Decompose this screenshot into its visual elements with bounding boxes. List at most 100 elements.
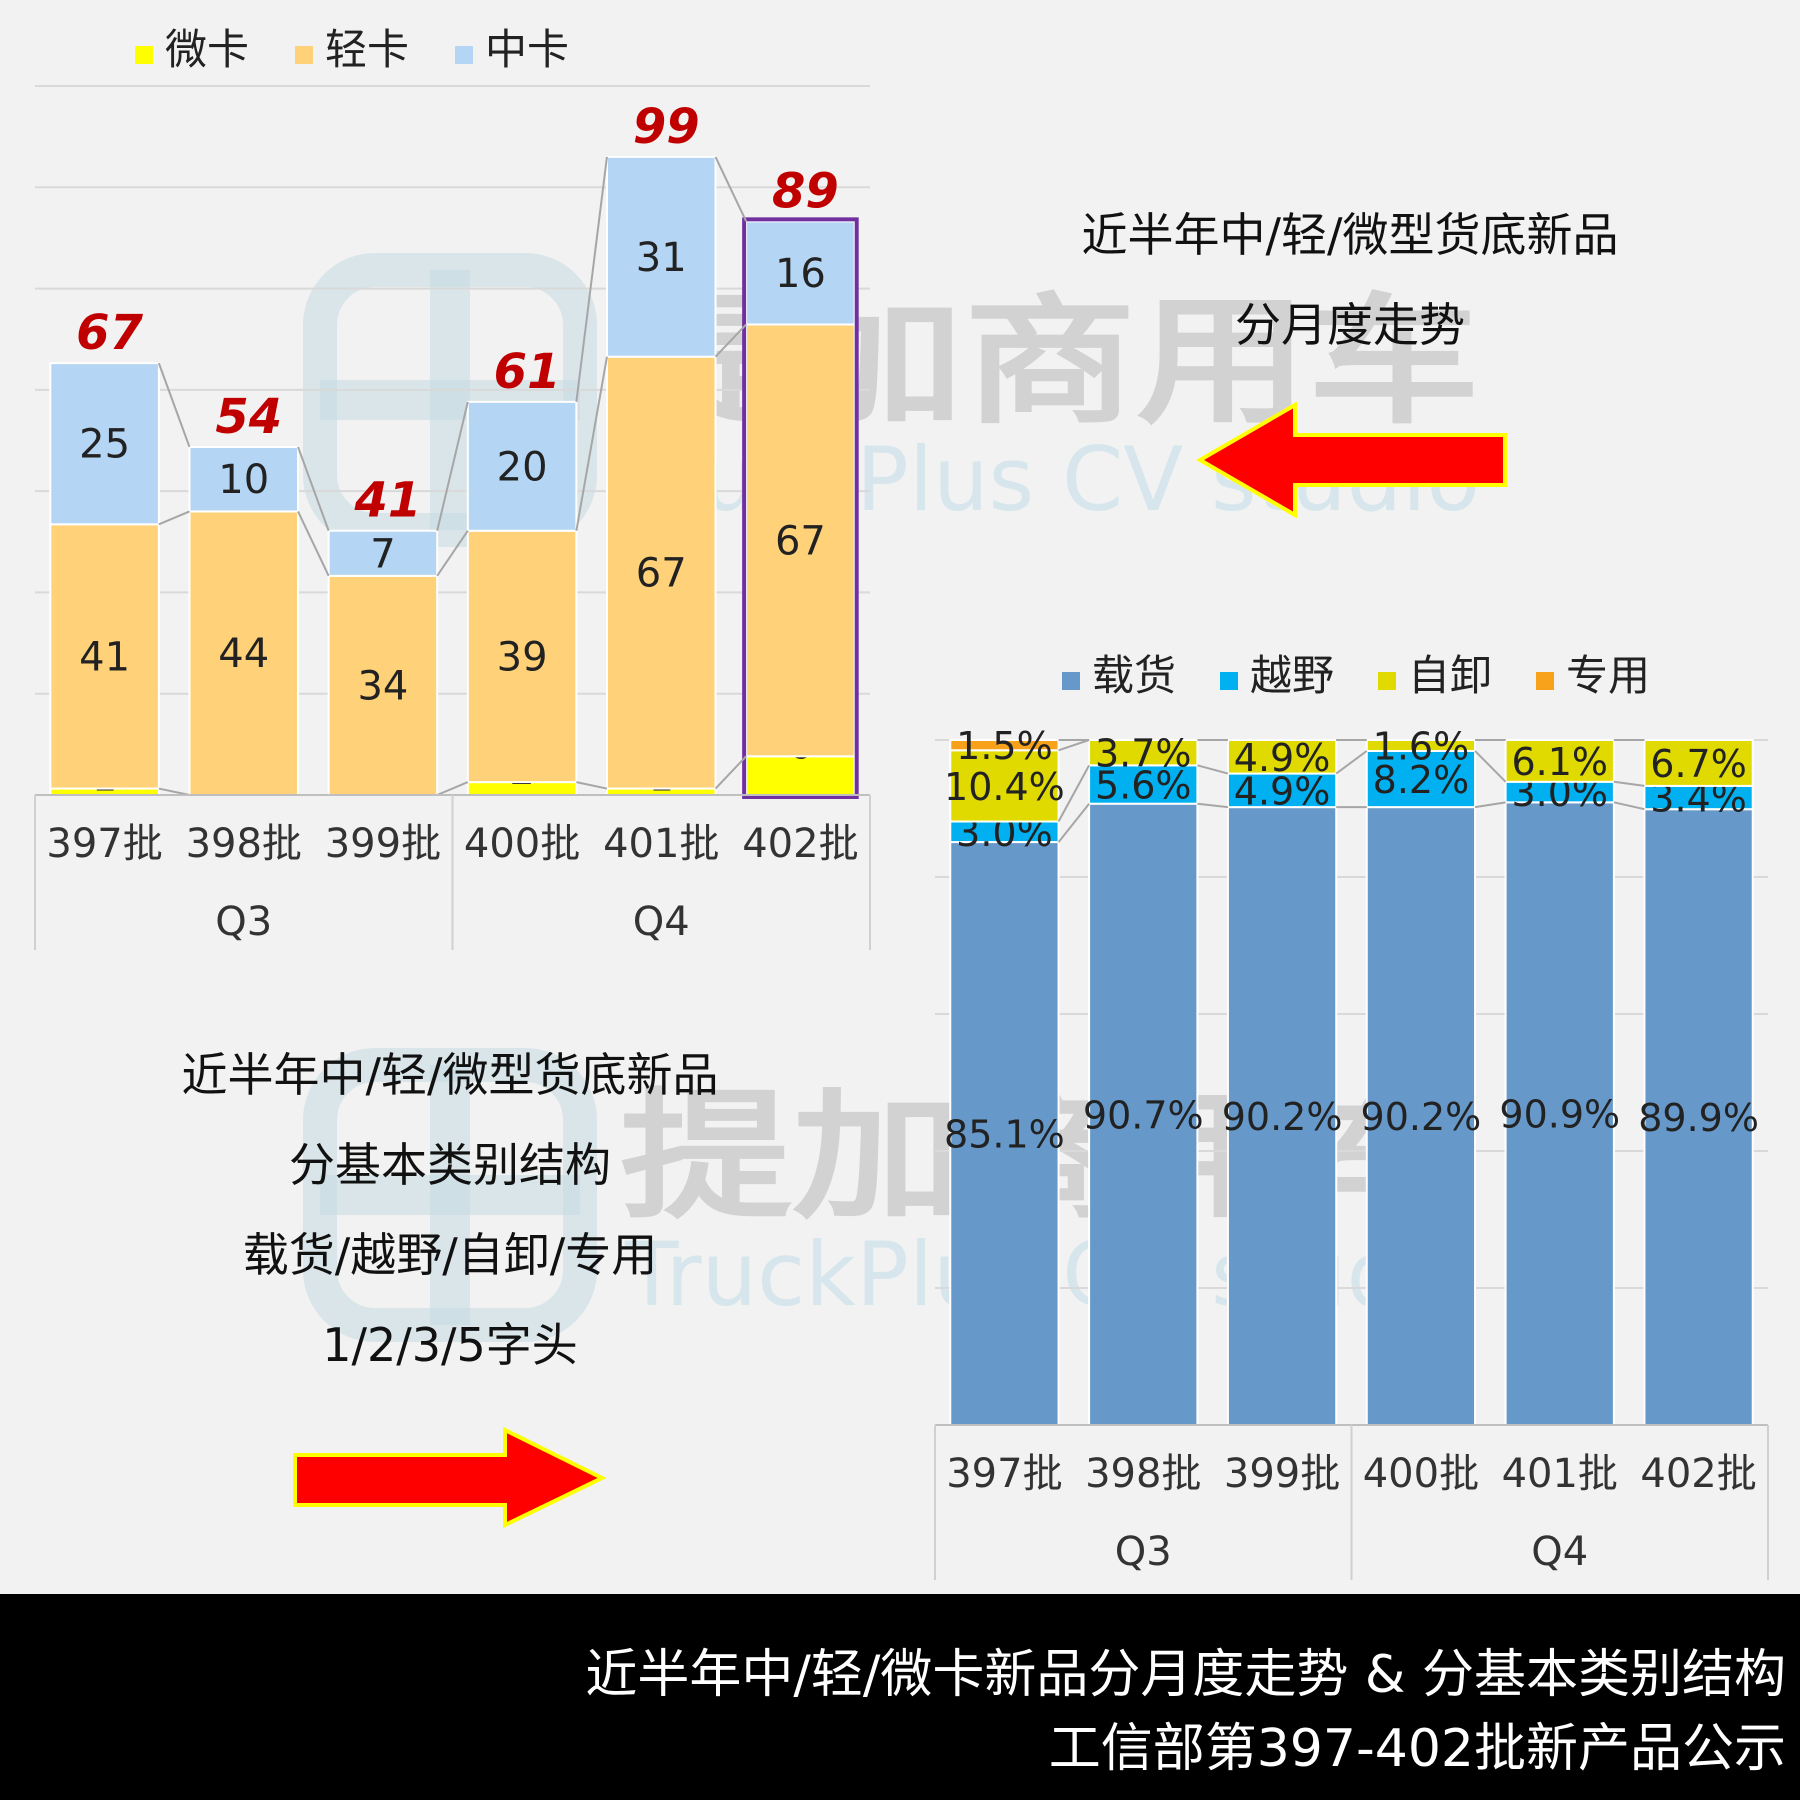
category-tick-label: 398批 — [1085, 1451, 1201, 1497]
legend-swatch — [1536, 672, 1554, 690]
bar-segment — [188, 445, 300, 513]
data-label: 3.7% — [1095, 732, 1192, 776]
footer-subtitle: 工信部第397-402批新产品公示 — [1048, 1719, 1786, 1779]
data-label: 44 — [218, 631, 269, 677]
category-tick-label: 397批 — [946, 1451, 1062, 1497]
total-label: 89 — [772, 163, 839, 219]
data-label: 8.2% — [1373, 758, 1470, 802]
data-label: 34 — [357, 663, 408, 709]
data-label: 4.9% — [1234, 736, 1331, 780]
data-label: 41 — [79, 634, 130, 680]
bar-segment — [466, 529, 578, 784]
legend-label: 载货 — [1092, 651, 1176, 700]
legend-label: 专用 — [1566, 651, 1650, 700]
caption-line: 分月度走势 — [1235, 298, 1465, 352]
bar-segment — [1504, 739, 1615, 783]
data-label: 1.5% — [956, 724, 1053, 768]
bar-segment — [1365, 749, 1477, 809]
category-tick-label: 401批 — [603, 821, 719, 867]
data-label: 39 — [497, 634, 548, 680]
series-connector — [158, 510, 190, 526]
bar-segment — [327, 529, 439, 577]
caption-line: 1/2/3/5字头 — [322, 1318, 578, 1372]
monthly-trend-chart: 微卡轻卡中卡14125397批674410398批54347399批412392… — [34, 25, 871, 950]
group-label: Q4 — [1531, 1529, 1588, 1575]
top-right-caption: 近半年中/轻/微型货底新品 分月度走势 — [1040, 190, 1660, 370]
series-connector — [1197, 802, 1229, 809]
series-connector — [575, 356, 608, 531]
data-label: 67 — [775, 518, 826, 564]
caption-line: 近半年中/轻/微型货底新品 — [1081, 208, 1619, 262]
series-connector — [1057, 764, 1090, 822]
data-label: 25 — [79, 422, 130, 468]
series-connector — [436, 401, 469, 531]
series-connector — [1057, 803, 1090, 843]
total-label: 54 — [215, 389, 282, 445]
bar-segment — [745, 755, 856, 796]
data-label: 90.2% — [1361, 1095, 1482, 1139]
right-arrow-icon — [293, 1426, 607, 1529]
caption-line: 分基本类别结构 — [289, 1138, 611, 1192]
legend: 微卡 轻卡 中卡 — [135, 25, 569, 74]
bottom-left-caption: 近半年中/轻/微型货底新品 分基本类别结构 载货/越野/自卸/专用 1/2/3/… — [130, 1030, 770, 1390]
category-tick-label: 399批 — [1224, 1451, 1340, 1497]
series-connector — [714, 323, 747, 358]
legend-label: 微卡 — [165, 25, 249, 74]
bar-segment — [1504, 801, 1615, 1426]
series-connector — [157, 362, 191, 448]
bar-segment — [49, 362, 160, 526]
bar-segment — [466, 400, 578, 532]
data-label: 31 — [636, 235, 687, 281]
total-label: 41 — [354, 473, 422, 529]
highlight-frame — [742, 217, 859, 799]
data-label: 6.7% — [1650, 742, 1747, 786]
data-label: 16 — [775, 251, 826, 297]
data-label: 10 — [218, 457, 269, 503]
series-connector — [1613, 780, 1645, 787]
bar-segment — [1365, 739, 1477, 752]
bar-segment — [1088, 802, 1199, 1426]
group-label: Q3 — [1115, 1529, 1172, 1575]
bar-segment — [1226, 806, 1338, 1426]
bar-segment — [1643, 808, 1754, 1426]
watermark-logo-bar — [320, 1175, 580, 1215]
legend-swatch — [1378, 672, 1396, 690]
series-connector — [714, 755, 747, 790]
arrows — [293, 401, 1507, 1529]
series-connector — [436, 530, 469, 577]
group-label: Q3 — [215, 899, 272, 945]
legend-label: 中卡 — [485, 25, 569, 74]
category-tick-label: 398批 — [186, 821, 302, 867]
footer-title: 近半年中/轻/微卡新品分月度走势 & 分基本类别结构 — [585, 1645, 1786, 1705]
data-label: 7 — [370, 531, 395, 577]
data-label: 89.9% — [1638, 1096, 1759, 1140]
caption-line: 载货/越野/自卸/专用 — [242, 1228, 658, 1282]
series-connector — [714, 156, 748, 222]
legend-swatch — [455, 46, 473, 64]
data-label: 5.6% — [1095, 764, 1192, 808]
category-tick-label: 399批 — [325, 821, 441, 867]
bar-segment — [949, 749, 1060, 823]
data-label: 1.6% — [1373, 724, 1470, 768]
total-label: 99 — [633, 99, 700, 155]
legend-label: 越野 — [1250, 651, 1334, 700]
bar-segment — [1088, 739, 1199, 767]
left-arrow-icon — [1196, 401, 1507, 519]
data-label: 20 — [497, 444, 548, 490]
bar-segment — [605, 155, 717, 358]
data-label: 4.9% — [1234, 769, 1331, 813]
data-label: 90.9% — [1499, 1093, 1620, 1137]
bar-segment — [1365, 806, 1477, 1426]
category-tick-label: 400批 — [1363, 1451, 1479, 1497]
bar-segment — [1088, 764, 1199, 805]
series-connector — [1474, 801, 1506, 809]
series-connector — [297, 510, 330, 577]
category-tick-label: 402批 — [1640, 1451, 1756, 1497]
legend-swatch — [1062, 672, 1080, 690]
total-label: 67 — [76, 305, 143, 361]
total-label: 61 — [494, 344, 561, 400]
series-connector — [1197, 764, 1229, 775]
series-connector — [576, 781, 608, 790]
data-label: 85.1% — [944, 1113, 1065, 1157]
